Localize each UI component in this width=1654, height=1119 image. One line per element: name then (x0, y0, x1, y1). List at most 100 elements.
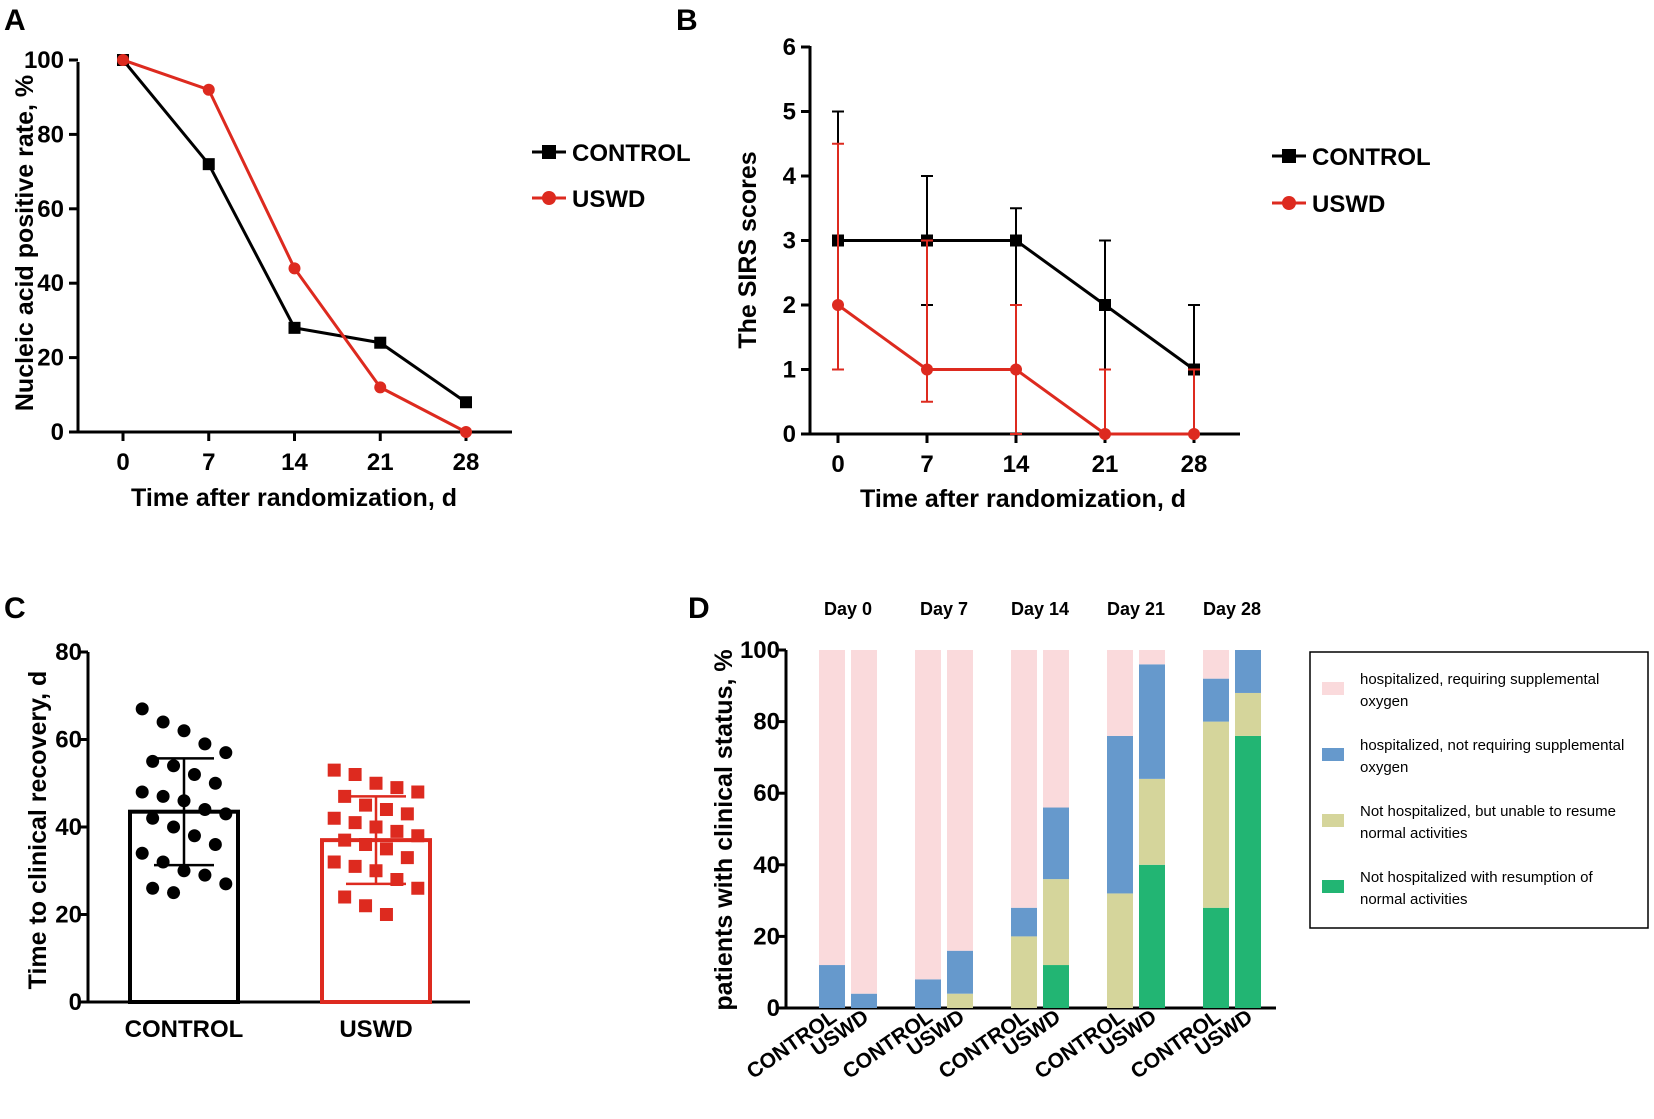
a-control-point (288, 321, 301, 334)
d-legend-label: Not hospitalized with resumption of (1360, 869, 1593, 886)
a-uswd-point (288, 262, 301, 275)
b-uswd-point (921, 363, 933, 376)
d-bar-segment (1043, 879, 1069, 966)
panel-a-legend-control-marker (542, 145, 556, 159)
c-point-control (135, 846, 149, 860)
b-x-tick-label: 7 (920, 451, 933, 478)
b-y-tick-label: 4 (783, 163, 797, 190)
panel-b-y-label: The SIRS scores (734, 151, 762, 348)
panel-label-a: A (4, 4, 26, 37)
a-x-tick-label: 0 (116, 449, 129, 476)
c-point-uswd (348, 816, 362, 830)
c-point-uswd (327, 811, 341, 825)
c-point-uswd (369, 864, 383, 878)
c-point-control (187, 829, 201, 843)
panel-b-legend-uswd-marker (1282, 196, 1296, 210)
panel-b-legend-uswd-label: USWD (1312, 191, 1385, 218)
d-y-tick-label: 100 (740, 637, 780, 664)
d-legend-swatch (1322, 880, 1344, 893)
d-bar-segment (819, 965, 845, 1008)
a-uswd-line (122, 58, 467, 434)
a-y-tick-label: 60 (37, 196, 64, 223)
c-y-tick-label: 80 (55, 639, 82, 666)
d-bar-segment (1043, 807, 1069, 880)
d-bar-segment (947, 650, 973, 951)
d-bar-segment (1043, 965, 1069, 1008)
c-point-control (187, 768, 201, 781)
c-point-uswd (390, 824, 404, 838)
a-control-line (121, 59, 467, 404)
d-bar-segment (1107, 650, 1133, 736)
panel-d-stacked-bar-chart: patients with clinical status, % 0 20 40 60… (710, 599, 1649, 1084)
b-x-tick-label: 0 (831, 451, 844, 478)
a-control-point (202, 158, 215, 171)
a-uswd-point (117, 54, 129, 66)
c-point-uswd (390, 873, 404, 886)
c-point-uswd (379, 803, 393, 816)
d-y-tick-label: 80 (753, 709, 780, 736)
c-y-tick-label: 60 (55, 727, 82, 754)
d-group-label: Day 21 (1107, 599, 1165, 619)
c-y-tick-label: 20 (55, 902, 82, 929)
a-uswd-point (202, 83, 215, 96)
d-bar-segment (1043, 650, 1069, 808)
a-x-tick-label: 21 (367, 449, 394, 476)
panel-b-legend: CONTROL USWD (1272, 144, 1431, 218)
c-point-control (156, 789, 170, 803)
panel-d-y-label: patients with clinical status, % (710, 649, 738, 1010)
c-point-uswd (338, 833, 352, 847)
a-x-tick-label: 28 (453, 449, 480, 476)
c-point-control (198, 737, 212, 751)
panel-label-d: D (688, 592, 710, 625)
d-group-label: Day 28 (1203, 599, 1261, 619)
panel-a-legend: CONTROL USWD (532, 140, 691, 213)
panel-b-line-chart: The SIRS scores Time after randomization… (734, 34, 1431, 513)
c-point-control (219, 807, 233, 821)
d-bar-segment (1139, 864, 1165, 1008)
d-bar-segment (851, 993, 877, 1008)
c-point-control (146, 811, 160, 825)
c-point-control (146, 881, 160, 895)
d-legend-label: Not hospitalized, but unable to resume (1360, 803, 1616, 820)
d-legend-label: normal activities (1360, 891, 1468, 908)
d-bar-segment (1203, 650, 1229, 679)
c-x-tick-label-control: CONTROL (125, 1016, 244, 1043)
d-group-label: Day 7 (920, 599, 968, 619)
panel-a-x-label: Time after randomization, d (131, 484, 457, 512)
c-point-control (198, 803, 212, 816)
c-point-uswd (390, 781, 404, 795)
c-point-uswd (400, 851, 414, 865)
c-point-control (177, 864, 191, 878)
c-point-uswd (400, 807, 414, 821)
b-y-tick-label: 6 (783, 34, 796, 61)
d-bar-segment (1203, 907, 1229, 1008)
c-point-control (219, 877, 233, 891)
panel-b-x-label: Time after randomization, d (860, 485, 1186, 513)
c-point-uswd (359, 798, 373, 812)
d-y-tick-label: 40 (753, 852, 780, 879)
c-y-tick-label: 40 (55, 814, 82, 841)
d-bar-segment (1139, 650, 1165, 665)
panel-a-y-label: Nucleic acid positive rate, % (11, 75, 39, 411)
b-y-tick-label: 2 (783, 292, 796, 319)
c-point-control (156, 715, 170, 729)
d-legend-swatch (1322, 814, 1344, 827)
d-legend-label: hospitalized, requiring supplemental (1360, 671, 1599, 688)
c-point-uswd (327, 855, 341, 869)
d-bar-segment (1011, 936, 1037, 1008)
b-y-tick-label: 5 (783, 99, 796, 126)
d-legend-label: oxygen (1360, 693, 1408, 710)
b-control-point (1099, 299, 1111, 311)
d-bar-segment (947, 993, 973, 1008)
panel-b-legend-control-marker (1282, 149, 1296, 163)
d-bar-segment (915, 650, 941, 980)
d-y-tick-label: 20 (753, 923, 780, 950)
c-point-control (177, 724, 191, 738)
c-point-control (167, 886, 181, 900)
panel-c-y-label: Time to clinical recovery, d (24, 671, 52, 990)
a-y-tick-label: 20 (37, 345, 64, 372)
d-bar-segment (1203, 721, 1229, 908)
d-bar-segment (915, 979, 941, 1008)
c-point-control (208, 776, 222, 790)
b-uswd-point (1188, 428, 1200, 440)
